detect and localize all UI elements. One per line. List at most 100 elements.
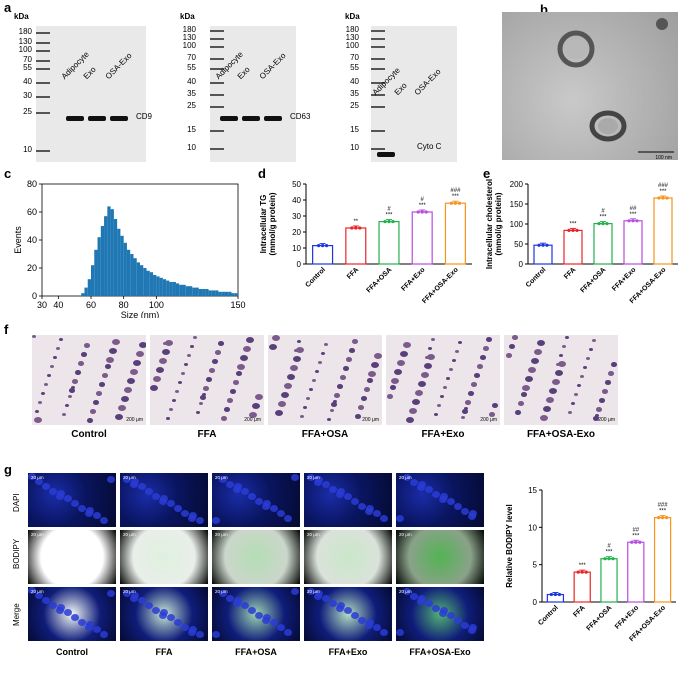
nucleus <box>145 602 153 609</box>
stained-cell <box>355 414 361 419</box>
group-label: Control <box>71 429 107 440</box>
nucleus <box>439 496 447 503</box>
data-point <box>391 220 395 224</box>
data-bar <box>411 211 433 265</box>
ladder-band <box>36 68 50 70</box>
marker-label: 130 <box>18 37 32 46</box>
stained-cell <box>312 379 316 382</box>
stained-cell <box>249 412 257 418</box>
nucleus <box>314 479 322 486</box>
kda-label: kDa <box>345 12 360 21</box>
stained-cell <box>394 369 402 375</box>
fluorescence-image: 20 μm <box>28 473 116 527</box>
category-label: FFA+Exo <box>614 604 640 630</box>
stained-cell <box>72 379 78 384</box>
histogram-bar <box>107 206 111 296</box>
protein-band <box>242 116 260 121</box>
stained-cell <box>358 405 364 410</box>
stained-cell <box>303 406 307 409</box>
significance-label: *** <box>385 213 393 219</box>
data-bar <box>623 220 643 265</box>
stained-cell <box>196 411 200 414</box>
stained-cell <box>558 361 566 367</box>
y-tick-label: 30 <box>292 212 301 221</box>
marker-label: 40 <box>350 77 359 86</box>
nucleus <box>284 515 292 522</box>
histogram-bar <box>172 282 176 296</box>
data-point <box>549 592 553 597</box>
western-blot-cytoc: kDa 180 130 100 70 55 40 35 25 15 10 Adipocyte Exo O… <box>335 12 505 162</box>
cholesterol-bar-chart: 0 50 100 150 200 Intracellular cholesterol (mm… <box>485 179 678 305</box>
ladder-band <box>210 82 224 84</box>
group-label: FFA+Exo <box>328 647 368 657</box>
stained-cell <box>78 361 84 366</box>
histogram-bar <box>104 216 108 296</box>
nucleus <box>314 593 322 600</box>
nucleus <box>396 515 404 522</box>
y-tick-label: 40 <box>27 235 37 245</box>
stained-cell <box>437 404 441 407</box>
stained-cell <box>455 350 459 353</box>
data-bar <box>378 220 400 265</box>
nucleus <box>270 619 278 626</box>
oil-red-image: 200 μm <box>32 335 146 425</box>
stained-cell <box>458 341 462 344</box>
nucleus <box>196 631 204 638</box>
nucleus <box>78 505 86 512</box>
panel-label-e: e <box>483 166 491 181</box>
y-tick-label: 0 <box>32 291 37 301</box>
stained-cell <box>106 357 114 363</box>
stained-cell <box>296 347 304 353</box>
stained-cell <box>215 350 221 355</box>
stained-cell <box>99 382 105 387</box>
marker-label: 100 <box>182 41 196 50</box>
data-bar <box>600 558 618 603</box>
category-label: FFA+OSA <box>585 604 613 632</box>
fluorescence-image: 20 μm <box>396 530 484 584</box>
stained-cell <box>506 353 512 358</box>
y-tick-label: 20 <box>27 263 37 273</box>
histogram-bar <box>185 286 189 296</box>
stained-cell <box>290 365 298 371</box>
ladder-band <box>371 38 385 40</box>
marker-label: 70 <box>187 53 196 62</box>
stained-cell <box>199 402 203 405</box>
data-point <box>603 557 607 561</box>
panel-label-c: c <box>4 166 12 181</box>
scale-label: 20 μm <box>399 589 412 594</box>
category-label: FFA+Exo <box>400 266 426 292</box>
y-tick-label: 10 <box>292 244 301 253</box>
histogram-bar <box>140 265 144 296</box>
stained-cell <box>200 395 206 400</box>
stained-cell <box>187 354 191 357</box>
nucleus <box>255 498 263 505</box>
western-blot-cd9: kDa 180 130 100 70 55 40 30 25 10 Adipocyte Exo OSA… <box>14 12 154 162</box>
stained-cell <box>81 352 87 357</box>
scale-label: 20 μm <box>215 532 228 537</box>
stained-cell <box>133 360 141 366</box>
nucleus <box>417 484 425 491</box>
stained-cell <box>397 360 405 366</box>
y-axis-label: Relative BODIPY level <box>505 504 514 587</box>
data-point <box>597 222 601 226</box>
nucleus <box>226 481 234 488</box>
stained-cell <box>452 359 456 362</box>
data-point <box>611 557 615 561</box>
row-label: DAPI <box>12 493 21 512</box>
nucleus <box>167 500 175 507</box>
ladder-band <box>210 94 224 96</box>
data-point <box>661 516 665 520</box>
data-bar <box>444 202 466 265</box>
data-bar <box>653 197 673 265</box>
nucleus <box>181 510 189 517</box>
panel-label-a: a <box>4 0 12 15</box>
stained-cell <box>209 368 215 373</box>
nucleus <box>167 614 175 621</box>
stained-cell <box>577 384 581 387</box>
stained-cell <box>415 390 423 396</box>
fluorescence-image: 20 μm <box>396 587 484 641</box>
stained-cell <box>489 412 495 417</box>
nucleus <box>233 600 241 607</box>
nucleus <box>322 595 330 602</box>
data-point <box>661 196 665 200</box>
